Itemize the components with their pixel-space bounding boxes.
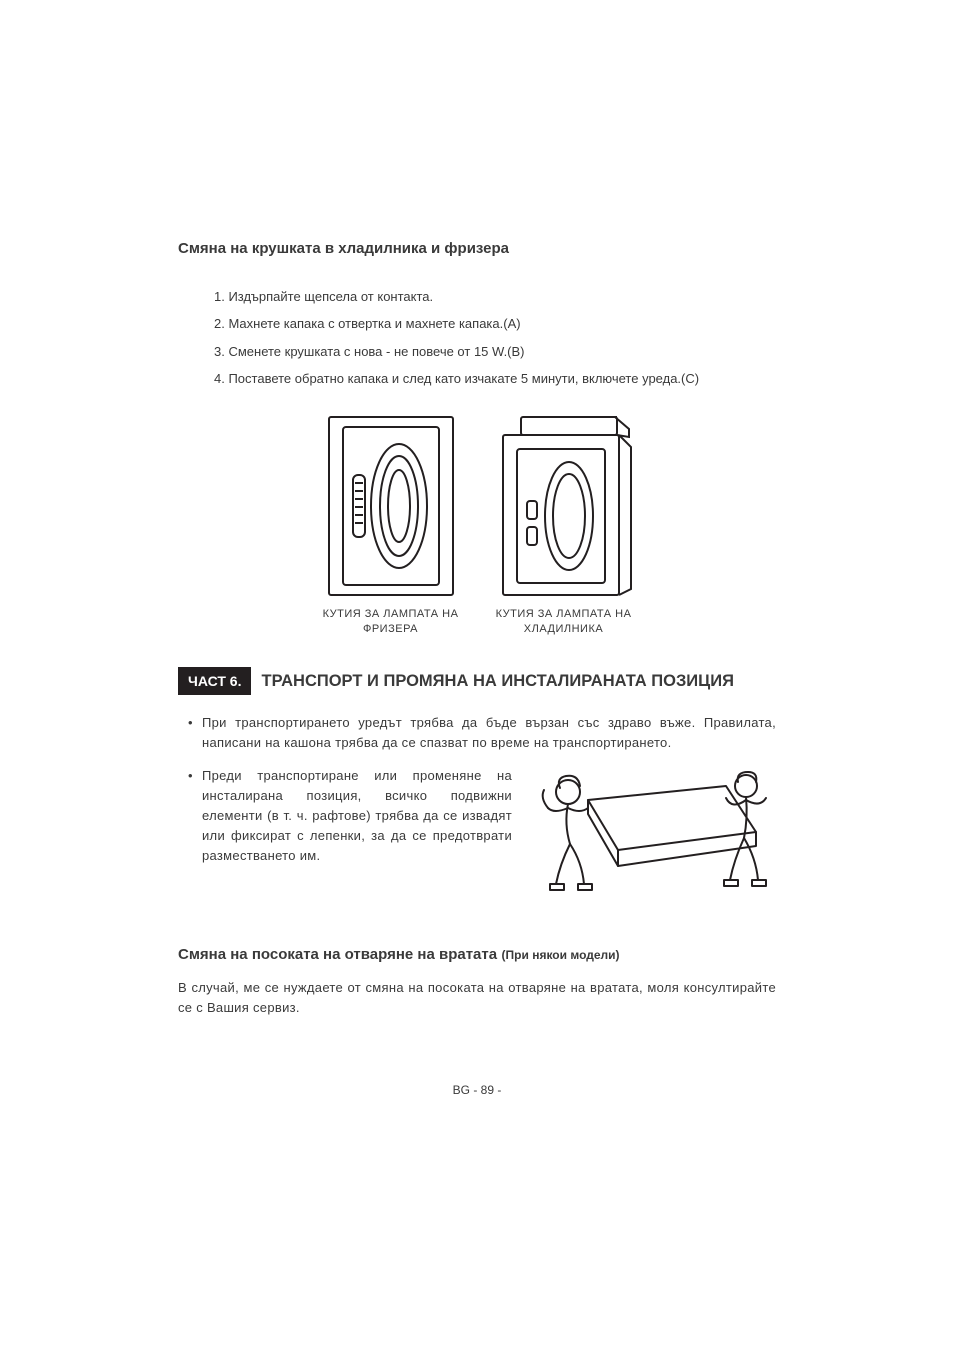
step-item: 2. Махнете капака с отвертка и махнете к… [214,312,776,335]
two-people-carrying-icon [526,768,776,898]
chapter-header: ЧАСТ 6. ТРАНСПОРТ И ПРОМЯНА НА ИНСТАЛИРА… [178,667,776,695]
freezer-lamp-caption: КУТИЯ ЗА ЛАМПАТА НА ФРИЗЕРА [318,607,463,638]
subheading-main: Смяна на посоката на отваряне на вратата [178,946,497,963]
freezer-lamp-box-icon [321,411,461,601]
bullet-text: Преди транспортиране или променяне на ин… [202,768,512,864]
chapter-title: ТРАНСПОРТ И ПРОМЯНА НА ИНСТАЛИРАНАТА ПОЗ… [261,671,733,692]
subheading-note: (При някои модели) [502,948,620,962]
step-item: 1. Издърпайте щепсела от контакта. [214,285,776,308]
transport-bullets: При транспортирането уредът трябва да бъ… [178,713,776,903]
bullet-item: Преди транспортиране или променяне на ин… [202,766,776,904]
step-item: 4. Поставете обратно капака и след като … [214,367,776,390]
fridge-lamp-figure: КУТИЯ ЗА ЛАМПАТА НА ХЛАДИЛНИКА [491,411,636,638]
chapter-badge: ЧАСТ 6. [178,667,251,695]
lamp-box-diagrams: КУТИЯ ЗА ЛАМПАТА НА ФРИЗЕРА КУТИЯ ЗА ЛАМ… [178,411,776,638]
door-direction-heading: Смяна на посоката на отваряне на вратата… [178,946,776,964]
fridge-lamp-box-icon [491,411,636,601]
door-direction-paragraph: В случай, ме се нуждаете от смяна на пос… [178,978,776,1018]
section-heading-bulb: Смяна на крушката в хладилника и фризера [178,240,776,257]
freezer-lamp-figure: КУТИЯ ЗА ЛАМПАТА НА ФРИЗЕРА [318,411,463,638]
carrying-figure [526,768,776,904]
fridge-lamp-caption: КУТИЯ ЗА ЛАМПАТА НА ХЛАДИЛНИКА [491,607,636,638]
step-item: 3. Сменете крушката с нова - не повече о… [214,340,776,363]
page-footer: BG - 89 - [0,1083,954,1097]
bulb-steps-list: 1. Издърпайте щепсела от контакта. 2. Ма… [178,285,776,391]
bullet-item: При транспортирането уредът трябва да бъ… [202,713,776,753]
